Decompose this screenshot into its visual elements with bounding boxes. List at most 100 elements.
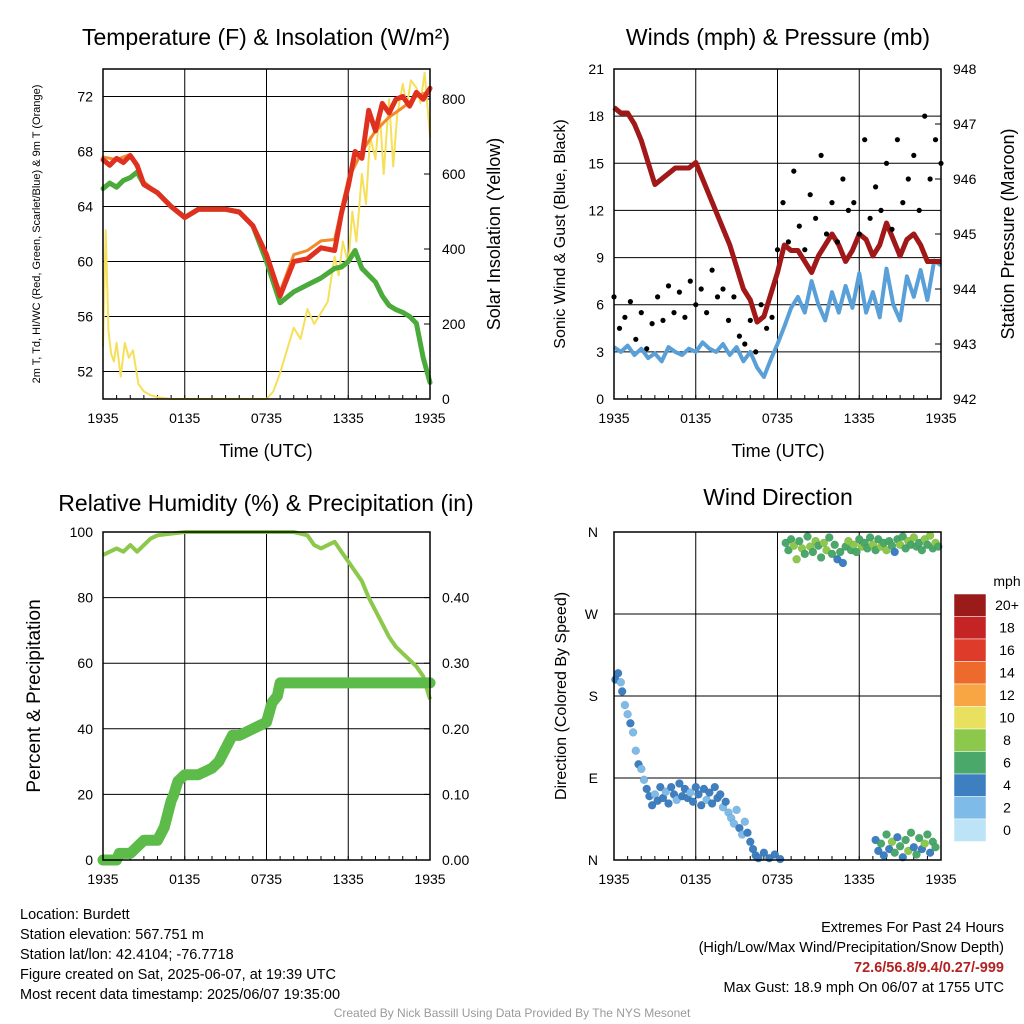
wind-direction-point [626,719,635,728]
wind-direction-point [895,842,905,851]
y-tick-label: 68 [77,144,93,160]
y-tick-label: 0 [596,391,604,407]
y-right-tick-label: 0.30 [442,655,469,671]
gust-point [638,310,644,316]
wind-direction-point [792,555,801,564]
gust-point [764,325,770,331]
wind-direction-point [623,709,632,719]
y-tick-label: 40 [77,721,93,737]
colorbar-label: 14 [999,665,1015,681]
y-tick-label: 0 [85,852,93,868]
y-tick-label: 12 [588,202,604,218]
gust-point [900,200,906,206]
gust-point [780,200,786,206]
wind-direction-point [696,801,706,810]
wind-direction-point [688,797,698,806]
wind-direction-point [691,782,701,792]
wind-direction-point [740,817,750,826]
gust-point [802,247,808,253]
x-tick-label: 1935 [87,410,118,426]
wind-direction-point [639,775,649,785]
plot-frame [613,68,942,400]
y-tick-label: 3 [596,344,604,360]
gust-point [704,310,710,316]
humidity-precip-panel: Relative Humidity (%) & Precipitation (i… [24,490,474,887]
y-right-tick-label: 948 [953,61,977,77]
gust-point [736,333,743,339]
gust-point [818,152,824,158]
colorbar-label: 2 [1003,800,1011,816]
gust-point [698,286,704,292]
wind-direction-point [909,533,919,542]
y-right-tick-label: 945 [953,226,977,242]
series-line-precipitation [97,677,436,866]
wind-direction-point [661,787,671,796]
wind-direction-point [620,700,630,710]
wind-direction-point [800,549,810,559]
wind-direction-point [637,764,646,774]
y-right-tick-label: 946 [953,171,977,187]
plot-frame [613,531,942,861]
x-tick-label: 0735 [251,871,282,887]
y-axis-label: 2m T, Td, HI/WC (Red, Green, Scarlet/Blu… [31,85,43,384]
gust-point [862,137,868,143]
wind-direction-point [890,547,899,557]
series-line-pressure [612,105,941,325]
y-tick-label: N [588,852,598,868]
gust-point [791,168,797,174]
wind-direction-point [893,832,902,842]
wind-direction-point [925,531,935,540]
series-line-rh [102,530,432,700]
y-right-axis-label: Solar Insolation (Yellow) [484,138,504,330]
x-axis-label: Time (UTC) [731,441,824,461]
wind-direction-point [874,846,883,856]
x-axis-label: Time (UTC) [219,441,312,461]
gust-point [676,289,683,295]
gust-point [851,200,857,206]
y-tick-label: 52 [77,364,93,380]
gust-point [807,192,813,198]
wind-direction-point [721,797,730,806]
extremes-values: 72.6/56.8/9.4/0.27/-999 [854,960,1004,976]
extremes-legend: (High/Low/Max Wind/Precipitation/Snow De… [698,940,1004,956]
y-right-tick-label: 0.40 [442,590,469,606]
colorbar-swatch [953,706,987,730]
wind-direction-point [879,851,889,860]
wind-direction-point [656,782,665,792]
y-tick-label: 64 [77,199,93,215]
gust-point [720,286,726,292]
wind-direction-point [825,533,834,542]
x-tick-label: 1335 [333,871,364,887]
y-right-tick-label: 400 [442,241,466,257]
gust-point [644,346,650,352]
x-tick-label: 1935 [87,871,118,887]
wind-direction-point [795,536,804,546]
wind-direction-point [925,848,935,857]
gust-point [829,200,835,206]
colorbar-swatch [953,728,987,752]
y-tick-label: 100 [70,524,94,540]
extremes-title: Extremes For Past 24 Hours [821,920,1004,936]
colorbar-label: 10 [999,710,1015,726]
y-tick-label: 20 [77,786,93,802]
wind-direction-point [865,533,875,542]
y-right-tick-label: 800 [442,91,466,107]
wind-direction-point [707,799,717,808]
panel-title: Winds (mph) & Pressure (mb) [626,24,930,50]
colorbar-swatch [953,661,987,685]
y-right-tick-label: 0.00 [442,852,469,868]
gust-point [927,176,933,182]
gust-point [845,207,852,213]
wind-direction-point [803,532,812,541]
gust-point [731,294,737,300]
temperature-panel: Temperature (F) & Insolation (W/m²) 1935 0… [31,24,504,461]
x-tick-label: 1935 [925,871,956,887]
gust-point [932,137,939,143]
y-tick-label: 80 [77,590,93,606]
winds-pressure-panel: Winds (mph) & Pressure (mb) 1935 0135 0735 1… [552,24,1018,461]
gust-point [616,325,623,331]
y-tick-label: 60 [77,655,93,671]
y-tick-label: 18 [588,108,604,124]
gust-point [813,215,819,221]
